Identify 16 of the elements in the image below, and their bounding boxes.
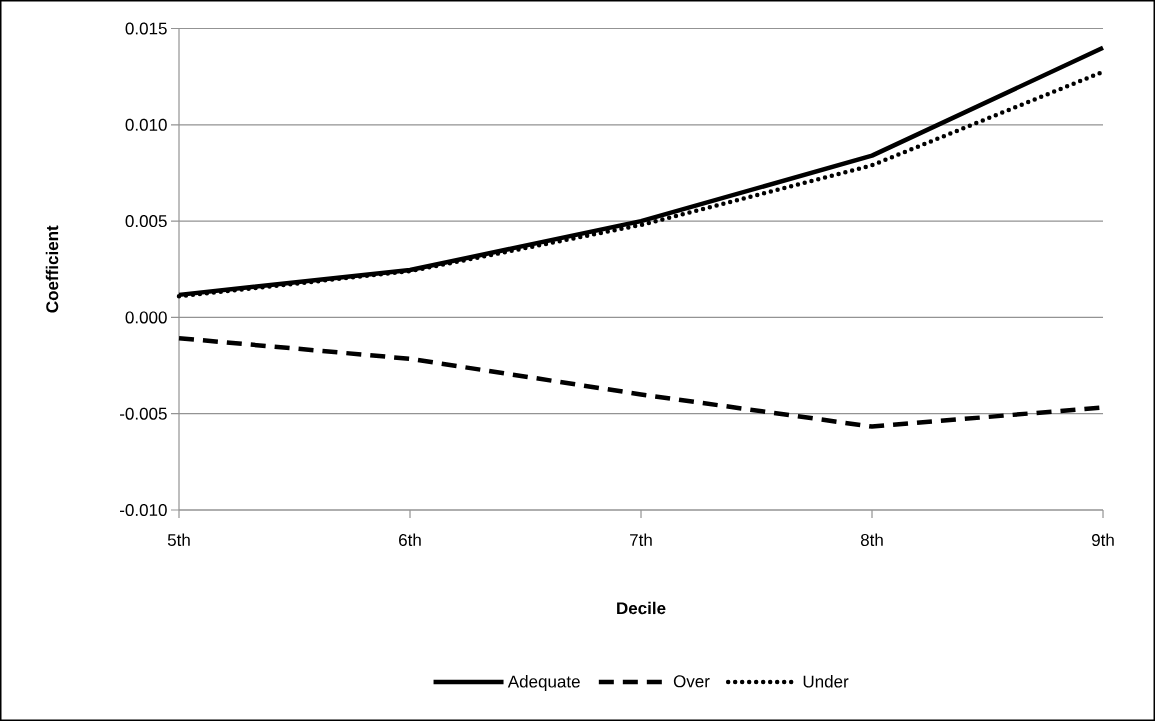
legend-label: Adequate bbox=[507, 675, 580, 691]
legend-label: Under bbox=[803, 675, 849, 688]
y-tick-label: -0.010 bbox=[120, 503, 167, 517]
x-tick-label: 9th bbox=[1092, 533, 1114, 547]
x-tick-label: 5th bbox=[167, 533, 190, 547]
y-tick-label: 0.000 bbox=[125, 311, 167, 324]
y-tick-label: 0.015 bbox=[125, 22, 167, 35]
y-tick-label: 0.010 bbox=[125, 118, 167, 131]
legend-label: Over bbox=[673, 675, 710, 688]
x-tick-label: 6th bbox=[399, 533, 421, 547]
x-axis-title: Decile bbox=[617, 601, 666, 615]
y-tick-label: -0.005 bbox=[120, 407, 167, 420]
x-tick-label: 7th bbox=[630, 533, 652, 546]
x-tick-label: 8th bbox=[860, 533, 883, 547]
y-tick-label: 0.005 bbox=[125, 215, 167, 228]
y-axis-title: Coefficient bbox=[45, 225, 59, 313]
